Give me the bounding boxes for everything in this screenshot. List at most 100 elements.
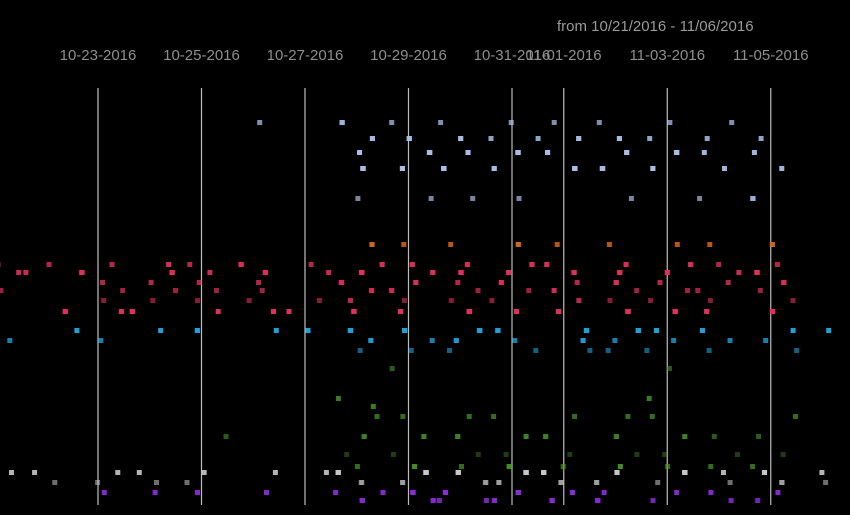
event-mark bbox=[549, 498, 555, 503]
event-mark bbox=[347, 328, 353, 333]
x-tick-label: 11-05-2016 bbox=[733, 47, 809, 64]
event-mark bbox=[617, 270, 623, 275]
event-mark bbox=[413, 280, 419, 285]
event-mark bbox=[628, 196, 634, 201]
event-mark bbox=[697, 196, 703, 201]
event-mark bbox=[790, 298, 796, 303]
event-mark bbox=[272, 470, 278, 475]
event-mark bbox=[0, 262, 1, 267]
event-mark bbox=[401, 242, 407, 247]
event-mark bbox=[601, 490, 607, 495]
event-mark bbox=[136, 470, 142, 475]
event-mark bbox=[489, 298, 495, 303]
event-mark bbox=[410, 490, 416, 495]
event-mark bbox=[704, 309, 710, 314]
event-mark bbox=[634, 288, 640, 293]
event-mark bbox=[308, 262, 314, 267]
event-mark bbox=[672, 309, 678, 314]
event-mark bbox=[423, 470, 429, 475]
event-mark bbox=[580, 338, 586, 343]
event-mark bbox=[357, 150, 362, 155]
event-mark bbox=[169, 270, 175, 275]
event-mark bbox=[774, 262, 780, 267]
event-mark bbox=[407, 136, 412, 141]
event-mark bbox=[754, 270, 760, 275]
event-mark bbox=[613, 434, 619, 439]
event-mark bbox=[361, 434, 367, 439]
event-mark bbox=[196, 280, 202, 285]
event-mark bbox=[344, 452, 350, 457]
event-mark bbox=[335, 396, 341, 401]
event-mark bbox=[624, 150, 630, 155]
event-mark bbox=[465, 150, 471, 155]
event-mark bbox=[671, 338, 677, 343]
event-mark bbox=[569, 490, 575, 495]
event-mark bbox=[339, 280, 345, 285]
event-mark bbox=[727, 338, 733, 343]
event-mark bbox=[470, 196, 476, 201]
event-mark bbox=[666, 366, 672, 371]
event-mark bbox=[333, 490, 339, 495]
x-tick-label: 10-31-2016 bbox=[474, 47, 551, 64]
event-mark bbox=[477, 328, 483, 333]
event-mark bbox=[625, 414, 631, 419]
event-mark bbox=[483, 498, 489, 503]
event-mark bbox=[574, 280, 580, 285]
event-mark bbox=[438, 120, 444, 125]
event-mark bbox=[612, 338, 618, 343]
event-mark bbox=[339, 120, 345, 125]
event-mark bbox=[173, 288, 178, 293]
event-mark bbox=[370, 136, 375, 141]
event-mark bbox=[428, 196, 434, 201]
event-mark bbox=[503, 452, 509, 457]
event-mark bbox=[215, 309, 221, 314]
x-tick-label: 11-01-2016 bbox=[526, 47, 602, 64]
event-mark bbox=[662, 452, 668, 457]
event-mark bbox=[271, 309, 276, 314]
event-mark bbox=[736, 270, 742, 275]
event-mark bbox=[195, 490, 200, 495]
event-mark bbox=[389, 288, 395, 293]
event-mark bbox=[751, 150, 757, 155]
event-mark bbox=[458, 270, 464, 275]
event-mark bbox=[826, 328, 832, 333]
event-mark bbox=[401, 298, 407, 303]
event-mark bbox=[572, 166, 577, 171]
event-mark bbox=[584, 328, 589, 333]
event-mark bbox=[708, 490, 714, 495]
event-mark bbox=[665, 464, 671, 469]
event-mark bbox=[711, 434, 717, 439]
event-mark bbox=[120, 288, 126, 293]
event-mark bbox=[115, 470, 121, 475]
event-mark bbox=[667, 120, 673, 125]
event-mark bbox=[482, 480, 488, 485]
event-mark bbox=[286, 309, 292, 314]
event-mark bbox=[323, 470, 329, 475]
event-mark bbox=[360, 166, 366, 171]
event-mark bbox=[616, 136, 622, 141]
event-mark bbox=[526, 288, 532, 293]
event-mark bbox=[400, 414, 406, 419]
event-mark bbox=[725, 280, 731, 285]
event-mark bbox=[411, 464, 417, 469]
event-mark bbox=[436, 498, 442, 503]
event-mark bbox=[707, 298, 713, 303]
event-mark bbox=[492, 498, 497, 503]
event-mark bbox=[762, 470, 768, 475]
event-mark bbox=[409, 262, 415, 267]
event-mark bbox=[649, 414, 655, 419]
event-mark bbox=[359, 270, 365, 275]
event-mark bbox=[545, 150, 550, 155]
event-mark bbox=[571, 270, 577, 275]
event-mark bbox=[259, 288, 265, 293]
event-mark bbox=[515, 242, 521, 247]
x-tick-label: 10-25-2016 bbox=[163, 47, 240, 64]
event-mark bbox=[389, 366, 395, 371]
event-mark bbox=[430, 498, 436, 503]
event-mark bbox=[100, 280, 106, 285]
event-mark bbox=[201, 470, 207, 475]
event-mark bbox=[634, 452, 640, 457]
event-mark bbox=[0, 288, 4, 293]
event-mark bbox=[613, 280, 619, 285]
event-mark bbox=[223, 434, 229, 439]
